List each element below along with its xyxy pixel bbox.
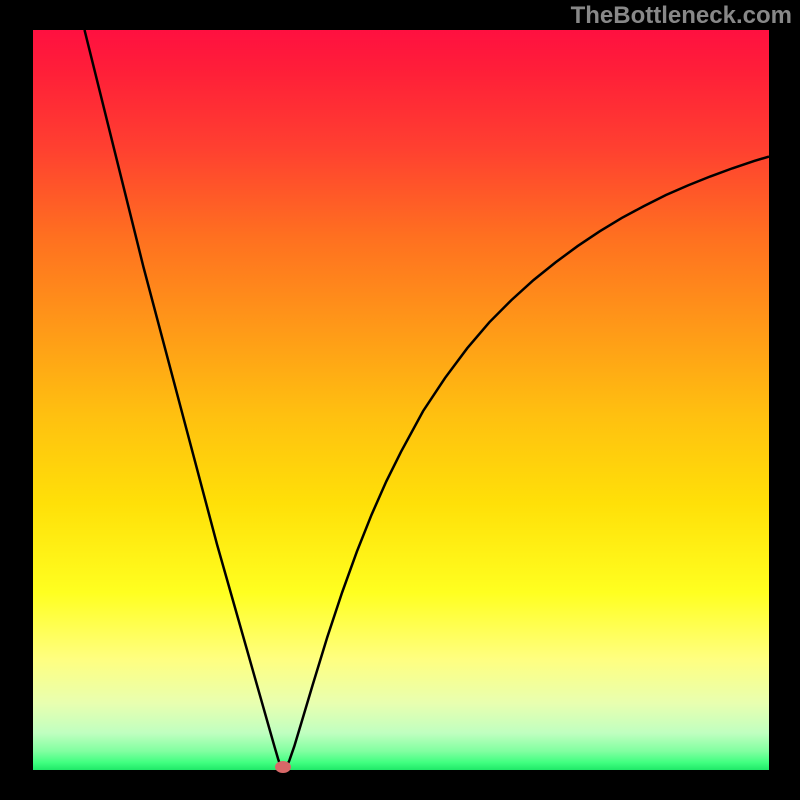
watermark-text: TheBottleneck.com <box>571 2 792 30</box>
chart-container: TheBottleneck.com <box>0 0 800 800</box>
optimal-point-marker <box>275 761 291 773</box>
plot-area <box>33 30 769 770</box>
bottleneck-curve <box>85 30 769 769</box>
curve-layer <box>33 30 769 770</box>
